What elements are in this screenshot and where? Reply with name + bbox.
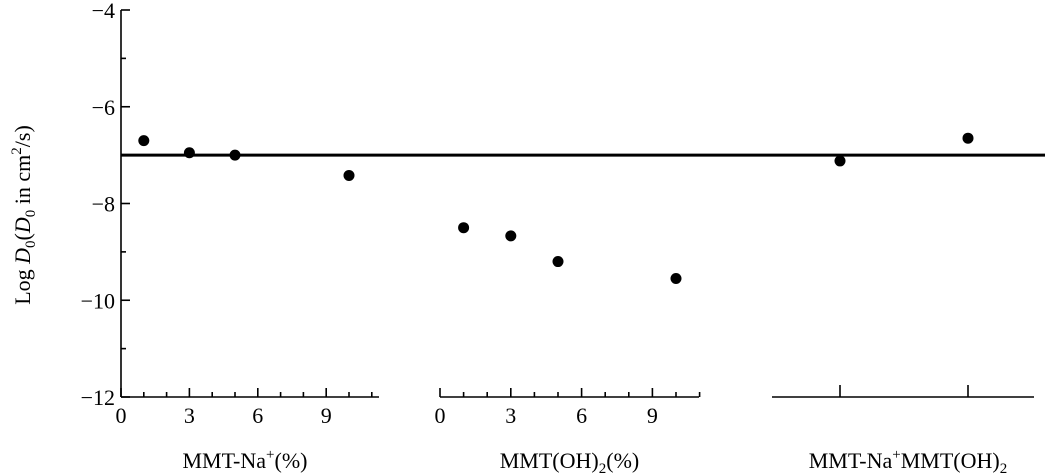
x-tick-label: 3 [184, 403, 195, 428]
x-tick-label: 0 [435, 403, 446, 428]
labels-layer: −4 −6 −8 −10 −12 Log D0(D0 in cm2/s) 0 3 6 9 MMT-N… [9, 0, 1007, 476]
data-point [962, 132, 974, 144]
data-point [552, 256, 564, 268]
axes-layer [120, 9, 1034, 398]
x-tick-label: 3 [505, 403, 516, 428]
x-tick-label: 9 [647, 403, 658, 428]
y-axis-label: Log D0(D0 in cm2/s) [9, 125, 39, 305]
y-tick-label: −10 [81, 288, 115, 313]
data-point [670, 272, 682, 284]
data-point [343, 169, 355, 181]
data-point [229, 149, 241, 161]
x-tick-label: 6 [252, 403, 263, 428]
data-point [458, 222, 470, 234]
data-point [505, 230, 517, 242]
x-tick-label: 0 [116, 403, 127, 428]
data-point [183, 147, 195, 159]
y-tick-label: −8 [92, 192, 115, 217]
y-tick-label: −6 [92, 95, 115, 120]
y-tick-label: −12 [81, 385, 115, 410]
x-axis-label-na: MMT-Na+(%) [183, 447, 308, 473]
data-point [138, 135, 150, 147]
y-tick-label: −4 [92, 0, 115, 23]
x-axis-label-oh: MMT(OH)2(%) [500, 448, 639, 476]
x-axis-label-mix: MMT-Na+MMT(OH)2 [809, 447, 1008, 476]
points-layer [138, 132, 974, 284]
x-tick-label: 9 [321, 403, 332, 428]
x-tick-label: 6 [576, 403, 587, 428]
data-point [834, 155, 846, 167]
